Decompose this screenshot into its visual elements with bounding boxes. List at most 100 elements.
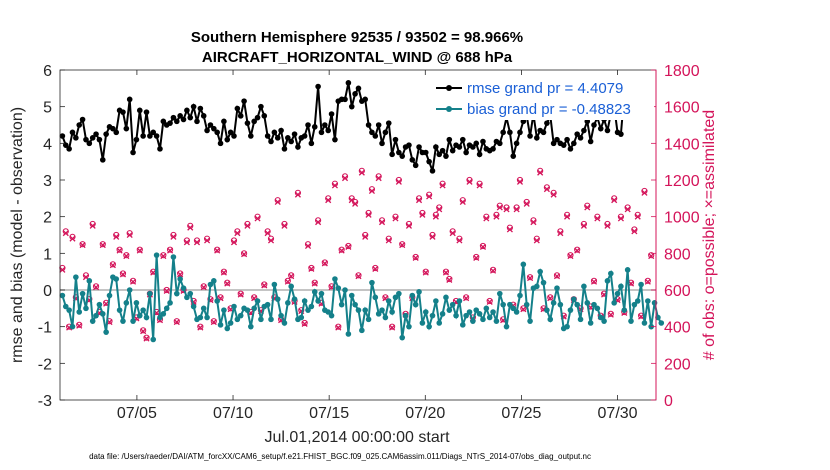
rmse-point	[372, 133, 379, 139]
obs-possible-marker	[251, 294, 258, 301]
bias-point	[402, 312, 409, 319]
rmse-point	[258, 103, 264, 110]
obs-assimilated-marker	[358, 169, 365, 176]
rmse-point	[554, 136, 560, 143]
obs-assimilated-marker	[210, 319, 217, 326]
rmse-point	[76, 122, 83, 128]
bias-point	[513, 309, 520, 315]
y-tick-label: 3	[43, 173, 52, 190]
obs-assimilated-marker	[567, 253, 574, 260]
obs-possible-marker	[372, 264, 379, 272]
rmse-point	[463, 149, 469, 156]
bias-point	[372, 294, 379, 301]
rmse-point	[567, 146, 574, 152]
x-tick-label: 07/05	[117, 405, 157, 422]
obs-assimilated-marker	[140, 328, 147, 335]
legend-rmse-label: rmse grand pr = 4.4079	[467, 80, 623, 97]
obs-assimilated-marker	[476, 182, 483, 189]
obs-assimilated-marker	[193, 239, 201, 246]
obs-assimilated-marker	[89, 222, 96, 229]
rmse-point	[251, 118, 257, 125]
obs-assimilated-marker	[234, 230, 241, 237]
rmse-point	[439, 147, 446, 154]
rmse-point	[217, 140, 224, 147]
bias-point	[534, 283, 540, 290]
rmse-point	[89, 135, 96, 141]
obs-assimilated-marker	[183, 239, 190, 246]
y-tick-label: 1	[43, 246, 52, 263]
obs-assimilated-marker	[479, 243, 487, 250]
bias-point	[362, 307, 369, 313]
obs-assimilated-marker	[79, 242, 86, 249]
obs-possible-marker	[301, 319, 308, 327]
obs-assimilated-marker	[449, 230, 456, 237]
obs-possible-marker	[123, 252, 130, 259]
bias-point	[554, 285, 560, 291]
obs-assimilated-marker	[76, 322, 83, 329]
rmse-point	[69, 129, 76, 136]
obs-possible-marker	[200, 283, 207, 290]
rmse-point	[177, 113, 183, 119]
rmse-point	[153, 133, 160, 139]
plot-marks	[59, 80, 665, 343]
bias-point	[157, 314, 163, 321]
bias-point	[369, 279, 375, 286]
obs-assimilated-marker	[220, 269, 227, 276]
rmse-point	[288, 138, 294, 145]
rmse-point	[285, 135, 291, 141]
obs-assimilated-marker	[520, 306, 527, 313]
bias-point	[153, 252, 160, 258]
rmse-point	[560, 142, 567, 148]
bias-point	[638, 281, 644, 288]
obs-assimilated-marker	[516, 178, 524, 185]
obs-assimilated-marker	[368, 187, 375, 195]
obs-assimilated-marker	[331, 182, 338, 189]
y-axis-label: rmse and bias (model - observation)	[9, 107, 26, 363]
obs-possible-marker	[389, 323, 396, 330]
obs-assimilated-marker	[419, 211, 426, 218]
obs-assimilated-marker	[415, 197, 423, 204]
obs-assimilated-marker	[553, 273, 561, 280]
obs-assimilated-marker	[143, 335, 150, 342]
bias-point	[645, 298, 651, 304]
rmse-point	[224, 136, 231, 143]
obs-possible-marker	[567, 252, 574, 259]
obs-assimilated-marker	[170, 233, 177, 240]
obs-assimilated-marker	[284, 278, 291, 285]
bias-point	[453, 312, 459, 319]
bias-point	[278, 312, 284, 319]
legend: rmse grand pr = 4.4079 bias grand pr = -…	[432, 77, 654, 120]
obs-assimilated-marker	[533, 237, 540, 244]
obs-possible-marker	[99, 241, 106, 248]
rmse-point	[126, 96, 133, 103]
rmse-point	[540, 129, 547, 136]
obs-possible-marker	[607, 310, 614, 317]
rmse-point	[581, 127, 587, 134]
obs-possible-marker	[240, 250, 248, 257]
obs-assimilated-marker	[429, 233, 436, 240]
legend-bias-marker	[446, 106, 452, 112]
obs-possible-marker	[109, 261, 116, 268]
legend-rmse-marker	[446, 85, 452, 91]
bias-point	[113, 276, 120, 282]
obs-possible-marker	[288, 272, 295, 279]
obs-possible-marker	[311, 279, 318, 286]
obs-assimilated-marker	[264, 230, 271, 237]
bias-point	[328, 312, 335, 319]
rmse-point	[187, 114, 194, 121]
bias-point	[365, 316, 372, 323]
x-tick-label: 07/20	[405, 405, 445, 422]
y-tick-label: 5	[43, 100, 52, 117]
rmse-point	[281, 146, 288, 152]
rmse-point	[564, 136, 570, 143]
bias-point	[621, 307, 628, 313]
obs-assimilated-marker	[537, 169, 544, 176]
bias-point	[348, 292, 355, 299]
bias-point	[443, 294, 449, 301]
obs-assimilated-marker	[432, 213, 439, 220]
obs-assimilated-marker	[99, 242, 106, 249]
obs-assimilated-marker	[241, 251, 248, 258]
obs-assimilated-marker	[126, 231, 133, 239]
bias-point	[412, 301, 419, 308]
y-tick-label: 4	[43, 136, 52, 153]
